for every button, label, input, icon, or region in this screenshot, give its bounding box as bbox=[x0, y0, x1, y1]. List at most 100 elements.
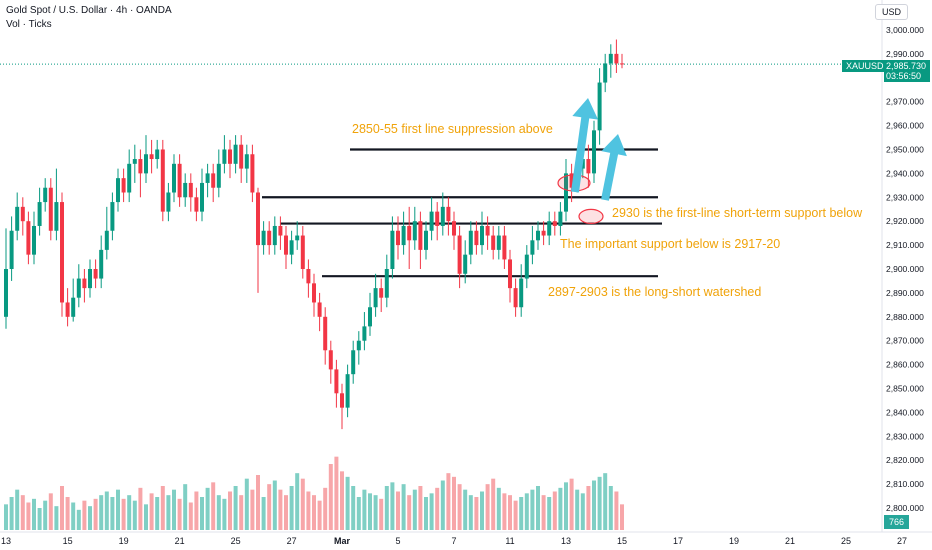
candle-body bbox=[351, 350, 356, 375]
volume-bar bbox=[513, 500, 518, 530]
candle-body bbox=[110, 202, 115, 231]
x-tick-label: 27 bbox=[287, 536, 297, 546]
chart-title: Gold Spot / U.S. Dollar · 4h · OANDA bbox=[6, 5, 172, 16]
y-tick-label: 2,900.000 bbox=[886, 264, 924, 274]
volume-bar bbox=[396, 491, 400, 530]
candle-body bbox=[519, 278, 524, 308]
volume-bar bbox=[373, 495, 378, 530]
candle-body bbox=[424, 230, 428, 250]
candle-body bbox=[127, 163, 132, 193]
trend-arrow bbox=[601, 134, 627, 201]
candle-body bbox=[418, 221, 423, 250]
candle-body bbox=[267, 230, 272, 246]
volume-bar bbox=[289, 486, 294, 530]
volume-bar bbox=[586, 486, 591, 530]
y-tick-label: 2,950.000 bbox=[886, 144, 924, 154]
y-tick-label: 2,970.000 bbox=[886, 97, 924, 107]
candle-body bbox=[328, 350, 333, 370]
candle-body bbox=[384, 269, 389, 298]
volume-bar bbox=[144, 504, 148, 530]
candle-body bbox=[620, 63, 624, 65]
candle-body bbox=[496, 235, 501, 250]
candle-body bbox=[597, 82, 602, 131]
candle-body bbox=[54, 202, 59, 231]
x-tick-label: 17 bbox=[673, 536, 683, 546]
y-tick-label: 2,800.000 bbox=[886, 503, 924, 513]
volume-bar bbox=[60, 486, 64, 530]
volume-bar bbox=[508, 495, 512, 530]
volume-bar bbox=[261, 497, 266, 530]
volume-bar bbox=[474, 497, 479, 530]
candle-body bbox=[222, 149, 227, 164]
candle-body bbox=[552, 221, 557, 226]
x-tick-label: 11 bbox=[505, 536, 514, 546]
volume-bar bbox=[519, 497, 524, 530]
volume-bar bbox=[76, 509, 81, 530]
candle-body bbox=[233, 144, 238, 164]
candle-body bbox=[295, 235, 300, 241]
candle-body bbox=[244, 154, 249, 169]
volume-bar bbox=[524, 493, 529, 530]
volume-bar bbox=[188, 502, 193, 530]
volume-bar bbox=[43, 500, 48, 530]
candle-body bbox=[166, 192, 171, 212]
volume-bar bbox=[278, 489, 283, 530]
candle-body bbox=[317, 302, 322, 317]
candle-body bbox=[463, 254, 468, 274]
candle-body bbox=[200, 182, 204, 212]
candle-body bbox=[513, 288, 518, 308]
volume-bar bbox=[541, 495, 546, 530]
candle-body bbox=[20, 206, 25, 222]
candle-body bbox=[4, 269, 8, 317]
y-tick-label: 2,990.000 bbox=[886, 49, 924, 59]
y-tick-label: 2,840.000 bbox=[886, 407, 924, 417]
x-tick-label: 13 bbox=[1, 536, 11, 546]
candle-body bbox=[71, 297, 76, 317]
volume-bar bbox=[340, 471, 344, 530]
candle-body bbox=[149, 154, 154, 160]
volume-bar bbox=[424, 497, 428, 530]
candle-body bbox=[155, 149, 160, 160]
volume-bar bbox=[502, 493, 507, 530]
candle-body bbox=[502, 235, 507, 260]
price-axis-panel bbox=[882, 0, 932, 550]
candle-body bbox=[508, 259, 512, 289]
y-tick-label: 2,910.000 bbox=[886, 240, 924, 250]
candle-body bbox=[362, 326, 367, 341]
candle-body bbox=[300, 235, 305, 269]
volume-bar bbox=[149, 493, 154, 530]
candle-body bbox=[82, 278, 87, 289]
volume-bar bbox=[480, 491, 484, 530]
candle-body bbox=[26, 221, 31, 255]
volume-bar bbox=[15, 489, 20, 530]
currency-button[interactable]: USD bbox=[874, 4, 908, 20]
candle-body bbox=[592, 130, 596, 174]
candle-body bbox=[289, 240, 294, 255]
y-tick-label: 2,880.000 bbox=[886, 312, 924, 322]
y-tick-label: 2,860.000 bbox=[886, 360, 924, 370]
volume-indicator-label[interactable]: Vol · Ticks bbox=[6, 19, 52, 30]
candle-body bbox=[379, 288, 384, 298]
volume-bar bbox=[312, 495, 316, 530]
candle-body bbox=[474, 230, 479, 246]
volume-bar bbox=[379, 498, 384, 530]
volume-bar bbox=[558, 487, 563, 530]
candle-body bbox=[323, 316, 328, 351]
volume-bar bbox=[564, 482, 568, 530]
volume-bar bbox=[284, 495, 288, 530]
volume-bar bbox=[407, 495, 412, 530]
volume-bar bbox=[116, 489, 120, 530]
x-tick-label: 21 bbox=[785, 536, 795, 546]
x-tick-label: 15 bbox=[617, 536, 627, 546]
candle-body bbox=[306, 269, 311, 284]
candle-body bbox=[194, 197, 199, 212]
candle-body bbox=[160, 149, 165, 212]
volume-bar bbox=[272, 480, 277, 530]
candle-body bbox=[121, 178, 126, 193]
x-tick-label: 21 bbox=[175, 536, 185, 546]
y-tick-label: 2,940.000 bbox=[886, 168, 924, 178]
y-tick-label: 2,890.000 bbox=[886, 288, 924, 298]
volume-bar bbox=[569, 478, 574, 530]
candle-body bbox=[239, 144, 244, 169]
